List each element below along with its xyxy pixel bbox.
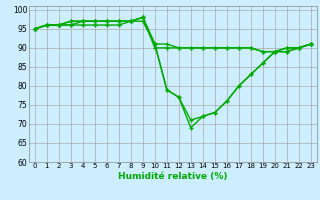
X-axis label: Humidité relative (%): Humidité relative (%) — [118, 172, 228, 181]
